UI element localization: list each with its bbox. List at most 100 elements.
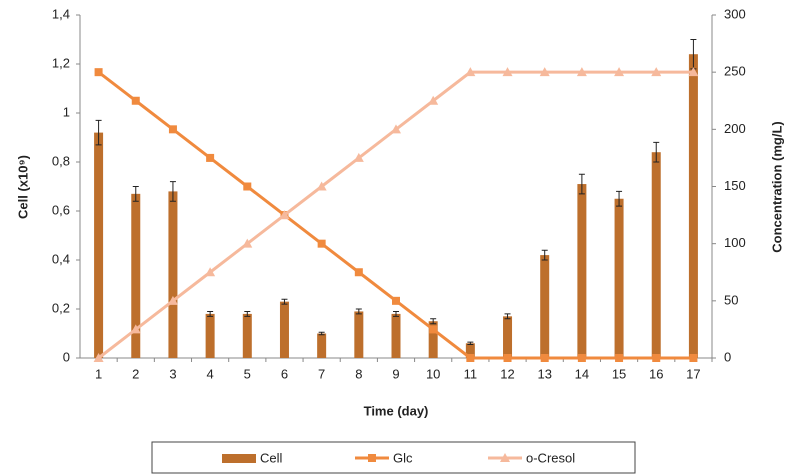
x-tick-label: 16 bbox=[649, 366, 663, 381]
bar bbox=[614, 198, 624, 358]
point bbox=[540, 354, 549, 362]
bar bbox=[168, 191, 178, 358]
point bbox=[130, 324, 141, 334]
y-tick-label: 1,2 bbox=[52, 55, 70, 70]
y-tick-label: 0,2 bbox=[52, 300, 70, 315]
point bbox=[168, 125, 177, 134]
error-bar bbox=[504, 313, 511, 320]
y-tick-label: 1 bbox=[63, 104, 70, 119]
y-tick-label: 0,8 bbox=[52, 153, 70, 168]
bar bbox=[279, 301, 289, 358]
bar bbox=[503, 316, 513, 358]
point bbox=[353, 152, 364, 162]
point bbox=[94, 68, 103, 77]
x-tick-label: 3 bbox=[169, 366, 176, 381]
bar bbox=[391, 313, 401, 358]
bar bbox=[540, 255, 550, 358]
point bbox=[131, 96, 140, 105]
bar bbox=[354, 311, 364, 358]
point bbox=[243, 182, 252, 191]
x-tick-label: 14 bbox=[575, 366, 589, 381]
legend-marker bbox=[500, 453, 510, 462]
point bbox=[576, 67, 587, 77]
bar bbox=[428, 321, 438, 358]
point bbox=[539, 67, 550, 77]
point bbox=[206, 153, 215, 162]
point bbox=[689, 354, 698, 362]
point bbox=[503, 354, 512, 362]
error-bar bbox=[95, 119, 102, 146]
y-axis-label: Cell (x10⁹) bbox=[15, 155, 30, 219]
point bbox=[428, 95, 439, 105]
y2-tick-label: 100 bbox=[724, 235, 746, 250]
y2-tick-label: 150 bbox=[724, 178, 746, 193]
bar bbox=[465, 343, 475, 358]
point bbox=[279, 210, 290, 220]
point bbox=[615, 354, 624, 362]
point bbox=[317, 239, 326, 248]
error-bar bbox=[541, 249, 548, 261]
point bbox=[502, 67, 513, 77]
x-tick-label: 11 bbox=[464, 366, 478, 381]
y2-tick-label: 50 bbox=[724, 292, 738, 307]
x-tick-label: 7 bbox=[318, 366, 325, 381]
x-tick-label: 6 bbox=[281, 366, 288, 381]
y-tick-label: 0 bbox=[63, 349, 70, 364]
y2-tick-label: 250 bbox=[724, 64, 746, 79]
y-tick-label: 0,6 bbox=[52, 202, 70, 217]
x-tick-label: 4 bbox=[207, 366, 214, 381]
error-bar bbox=[653, 141, 660, 163]
bar bbox=[651, 152, 661, 358]
error-bar bbox=[430, 318, 437, 325]
error-bar bbox=[281, 298, 288, 305]
x-tick-label: 12 bbox=[500, 366, 514, 381]
point bbox=[651, 67, 662, 77]
legend-swatch bbox=[222, 454, 256, 463]
point bbox=[354, 268, 363, 277]
error-bar bbox=[244, 310, 251, 317]
error-bar bbox=[578, 173, 585, 195]
point bbox=[316, 181, 327, 191]
bar bbox=[688, 54, 698, 358]
bar bbox=[94, 132, 104, 358]
error-bar bbox=[318, 331, 325, 336]
x-tick-label: 10 bbox=[426, 366, 440, 381]
point bbox=[429, 325, 438, 334]
x-tick-label: 8 bbox=[355, 366, 362, 381]
x-tick-label: 13 bbox=[537, 366, 551, 381]
bar bbox=[205, 313, 215, 358]
y-tick-label: 0,4 bbox=[52, 251, 70, 266]
y2-axis-label: Concentration (mg/L) bbox=[769, 121, 784, 252]
legend-marker bbox=[368, 454, 376, 462]
x-tick-label: 15 bbox=[612, 366, 626, 381]
error-bar bbox=[393, 310, 399, 317]
error-bar bbox=[355, 308, 362, 315]
bar bbox=[242, 313, 252, 358]
point bbox=[242, 238, 253, 248]
x-tick-label: 2 bbox=[132, 366, 139, 381]
x-tick-label: 17 bbox=[686, 366, 700, 381]
error-bar bbox=[169, 181, 176, 202]
legend-label: o-Cresol bbox=[526, 450, 575, 465]
y-tick-label: 1,4 bbox=[52, 6, 70, 21]
y2-tick-label: 300 bbox=[724, 6, 746, 21]
point bbox=[466, 354, 475, 362]
point bbox=[391, 124, 401, 134]
point bbox=[652, 354, 661, 362]
point bbox=[93, 353, 104, 362]
point bbox=[577, 354, 586, 362]
x-axis-label: Time (day) bbox=[364, 403, 429, 418]
point bbox=[614, 67, 625, 77]
x-tick-label: 9 bbox=[392, 366, 399, 381]
error-bar bbox=[616, 190, 623, 207]
legend-label: Glc bbox=[393, 450, 413, 465]
x-tick-label: 1 bbox=[95, 366, 102, 381]
point bbox=[205, 267, 216, 277]
point bbox=[465, 67, 476, 77]
point bbox=[392, 296, 400, 305]
y2-tick-label: 200 bbox=[724, 121, 746, 136]
legend-label: Cell bbox=[260, 450, 283, 465]
error-bar bbox=[132, 186, 139, 202]
bar bbox=[577, 184, 587, 358]
